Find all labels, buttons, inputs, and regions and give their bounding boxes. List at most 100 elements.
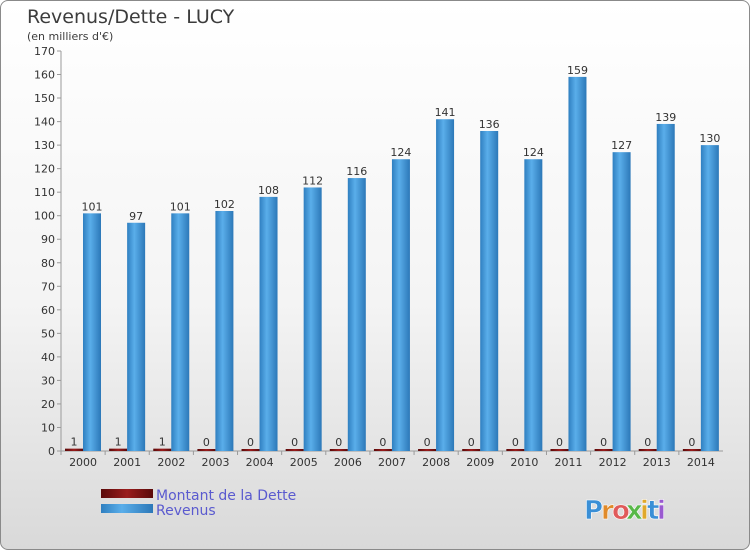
value-label-dette: 0	[688, 436, 695, 449]
value-label-revenus: 108	[258, 184, 279, 197]
bar-dette	[197, 449, 216, 451]
logo-letter: o	[612, 496, 630, 526]
y-tick-label: 20	[41, 398, 55, 411]
value-label-dette: 1	[71, 436, 78, 449]
x-tick-label: 2002	[157, 456, 185, 469]
y-tick-label: 150	[34, 92, 55, 105]
value-label-dette: 0	[468, 436, 475, 449]
value-label-revenus: 130	[699, 132, 720, 145]
value-label-dette: 0	[291, 436, 298, 449]
logo-letter: t	[647, 496, 659, 526]
bar-revenus	[127, 222, 146, 451]
x-tick-label: 2014	[687, 456, 715, 469]
value-label-revenus: 116	[346, 165, 367, 178]
value-label-dette: 0	[203, 436, 210, 449]
bar-dette	[65, 448, 83, 451]
value-label-revenus: 97	[129, 210, 143, 223]
value-label-dette: 1	[115, 436, 122, 449]
y-tick-label: 80	[41, 257, 55, 270]
y-tick-label: 120	[34, 163, 55, 176]
value-label-dette: 0	[600, 436, 607, 449]
legend-swatch-dette	[101, 489, 153, 498]
y-tick-label: 170	[34, 45, 55, 58]
legend-swatch-revenus	[101, 504, 153, 513]
value-label-dette: 0	[247, 436, 254, 449]
value-label-revenus: 101	[82, 200, 103, 213]
bar-dette	[682, 449, 701, 451]
value-label-revenus: 102	[214, 198, 235, 211]
bar-revenus	[480, 131, 499, 451]
y-tick-label: 60	[41, 304, 55, 317]
bar-dette	[594, 449, 613, 451]
x-tick-label: 2006	[334, 456, 362, 469]
y-tick-label: 10	[41, 421, 55, 434]
value-label-dette: 1	[159, 436, 166, 449]
bar-dette	[506, 449, 525, 451]
y-tick-label: 110	[34, 186, 55, 199]
x-tick-label: 2005	[290, 456, 318, 469]
bar-revenus	[215, 211, 234, 451]
value-label-revenus: 112	[302, 174, 323, 187]
y-tick-label: 140	[34, 116, 55, 129]
bar-dette	[418, 449, 437, 451]
value-label-revenus: 139	[655, 111, 676, 124]
value-label-revenus: 124	[390, 146, 411, 159]
legend-label-dette: Montant de la Dette	[156, 488, 296, 504]
x-tick-label: 2001	[113, 456, 141, 469]
y-tick-label: 160	[34, 69, 55, 82]
value-label-dette: 0	[379, 436, 386, 449]
value-label-dette: 0	[556, 436, 563, 449]
bar-dette	[285, 449, 304, 451]
x-tick-label: 2013	[643, 456, 671, 469]
logo-letter: P	[584, 496, 603, 526]
y-tick-label: 130	[34, 139, 55, 152]
bar-revenus	[700, 145, 719, 451]
bar-dette	[153, 448, 172, 451]
bar-dette	[109, 448, 128, 451]
bar-revenus	[83, 213, 101, 451]
y-tick-label: 30	[41, 374, 55, 387]
legend-item-revenus: Revenus	[101, 503, 216, 519]
y-tick-label: 90	[41, 233, 55, 246]
y-tick-label: 0	[48, 445, 55, 458]
bar-dette	[241, 449, 260, 451]
logo-letter: i	[657, 496, 666, 526]
bar-revenus	[391, 159, 410, 451]
bar-dette	[550, 449, 569, 451]
bar-revenus	[656, 123, 675, 452]
chart-title: Revenus/Dette - LUCY	[27, 6, 235, 28]
x-tick-label: 2004	[246, 456, 274, 469]
value-label-revenus: 101	[170, 200, 191, 213]
x-tick-label: 2000	[69, 456, 97, 469]
bar-dette	[638, 449, 657, 451]
value-label-revenus: 136	[479, 118, 500, 131]
x-tick-label: 2007	[378, 456, 406, 469]
x-tick-label: 2012	[599, 456, 627, 469]
x-tick-label: 2008	[422, 456, 450, 469]
x-tick-label: 2009	[466, 456, 494, 469]
x-tick-label: 2010	[510, 456, 538, 469]
x-tick-label: 2011	[555, 456, 583, 469]
value-label-revenus: 141	[435, 106, 456, 119]
bar-dette	[462, 449, 481, 451]
bar-revenus	[171, 213, 190, 451]
bar-revenus	[303, 187, 322, 451]
x-axis: 2000 2001 2002 2003 2004 2005 2006 2007 2008 2009…	[60, 450, 723, 469]
value-label-revenus: 127	[611, 139, 632, 152]
value-label-dette: 0	[424, 436, 431, 449]
logo-letter: i	[640, 496, 649, 526]
bar-revenus	[436, 119, 455, 451]
value-label-dette: 0	[335, 436, 342, 449]
bar-dette	[329, 449, 348, 451]
y-tick-label: 40	[41, 351, 55, 364]
value-label-dette: 0	[512, 436, 519, 449]
y-axis: 0 10 20 30 40 50 60 70 80 90 100 110 120 130 140 150 160…	[34, 45, 62, 458]
bar-revenus	[568, 76, 587, 451]
bars-layer	[65, 76, 719, 452]
value-label-dette: 0	[644, 436, 651, 449]
logo-letter: x	[626, 496, 643, 526]
value-labels-layer: 1 101 1 97 1 101 0 102 0 108 0 112 0 116 0 124 0 141 0 136 0…	[71, 64, 721, 449]
